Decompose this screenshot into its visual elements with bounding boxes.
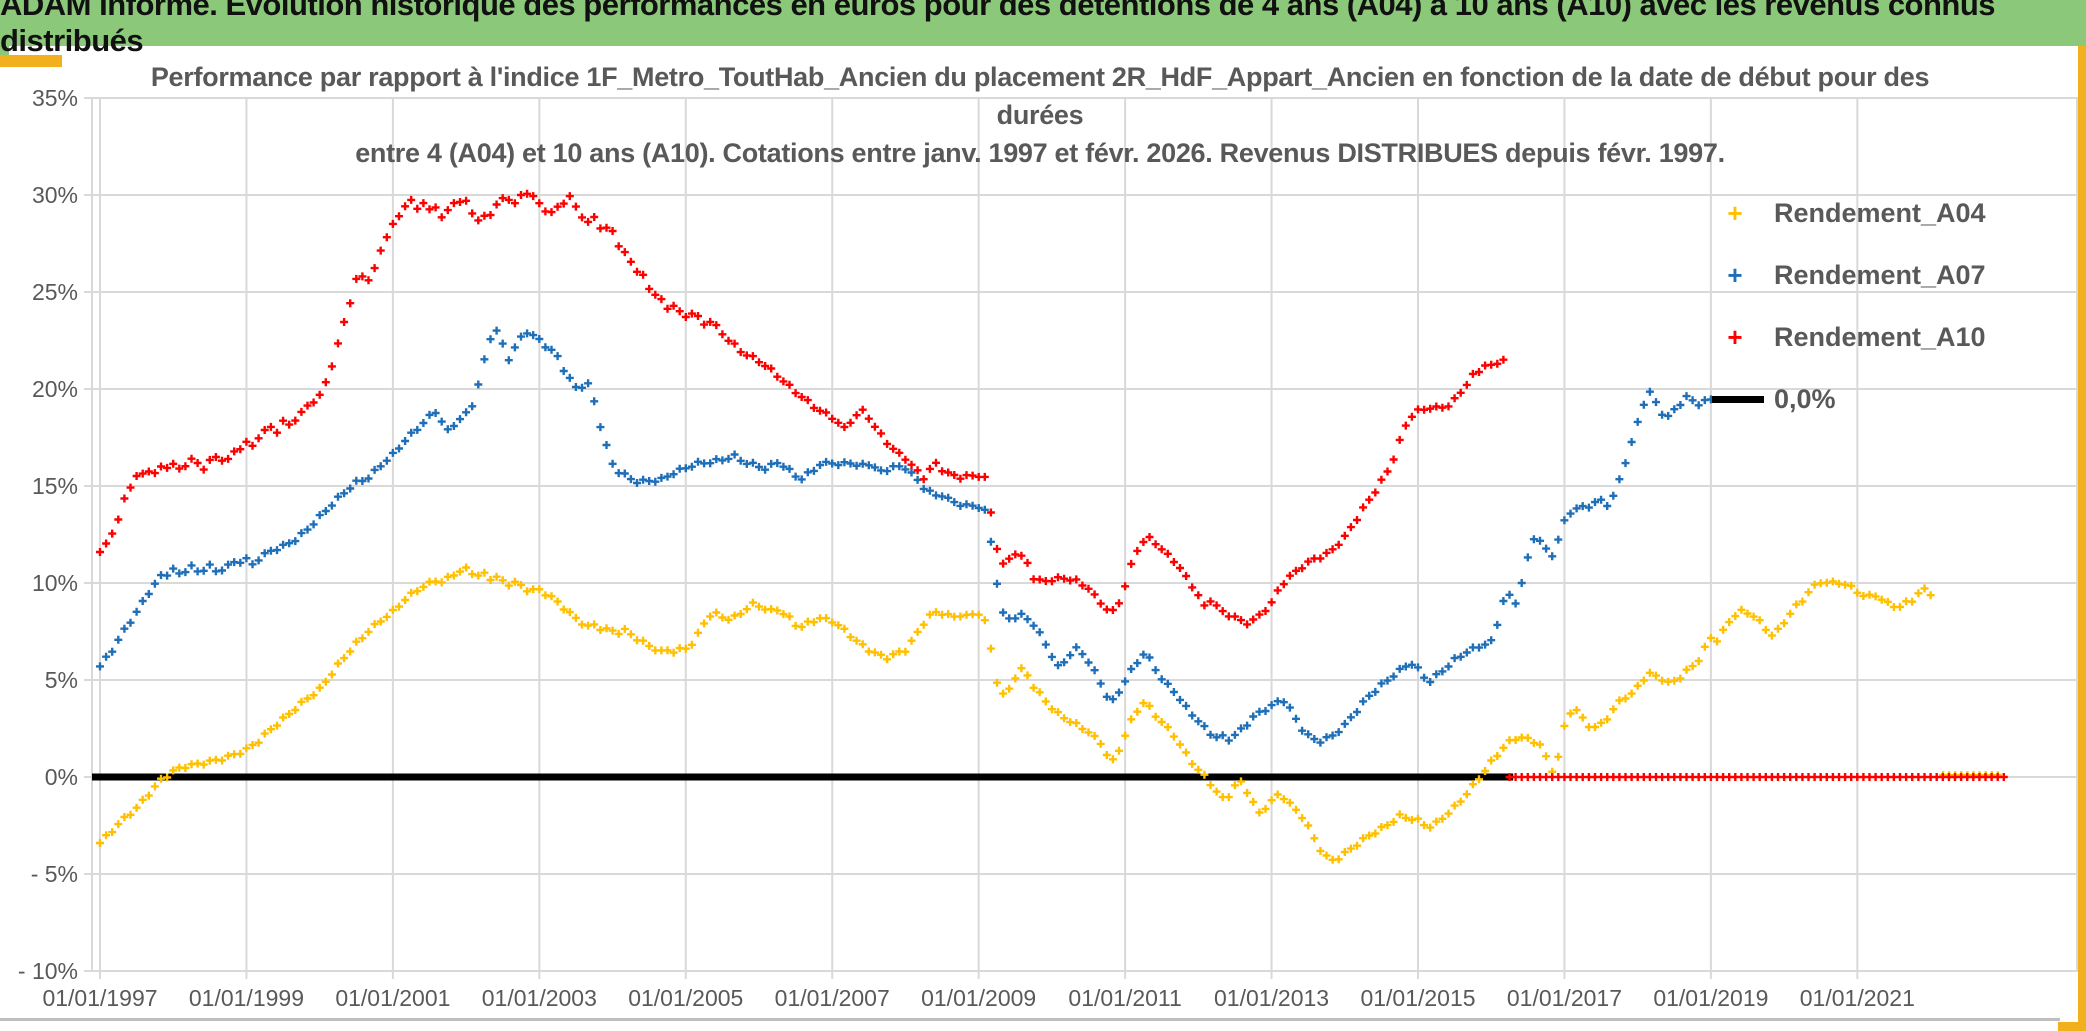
chart-title-line3: entre 4 (A04) et 10 ans (A10). Cotations… [355,138,1725,168]
legend-item-a10: + Rendement_A10 [1712,306,2042,368]
y-tick-label: 35% [32,85,78,111]
x-tick-label: 01/01/2017 [1507,985,1622,1011]
y-tick-label: 15% [32,473,78,499]
y-tick-label: 25% [32,279,78,305]
plus-marker-icon: + [1727,259,1743,290]
chart-title-line2: durées [996,100,1084,130]
x-tick-label: 01/01/2001 [335,985,450,1011]
y-tick-label: 10% [32,570,78,596]
legend: + Rendement_A04 + Rendement_A07 + Rendem… [1712,182,2042,430]
x-tick-label: 01/01/2015 [1360,985,1475,1011]
y-tick-label: - 10% [18,958,78,984]
y-tick-label: 5% [45,667,78,693]
plus-marker-icon: + [1727,321,1743,352]
bottom-border-line [0,1018,2060,1021]
plus-marker-icon: + [1727,197,1743,228]
x-tick-label: 01/01/2021 [1800,985,1915,1011]
y-tick-label: 20% [32,376,78,402]
x-tick-label: 01/01/2011 [1068,985,1181,1011]
y-tick-label: 30% [32,182,78,208]
x-tick-label: 01/01/2019 [1653,985,1768,1011]
chart-title-line1: Performance par rapport à l'indice 1F_Me… [150,62,1930,92]
legend-label-a10: Rendement_A10 [1774,321,1986,352]
legend-item-a04: + Rendement_A04 [1712,182,2042,244]
legend-label-zero: 0,0% [1774,383,1836,414]
x-tick-label: 01/01/2003 [482,985,597,1011]
x-tick-label: 01/01/1997 [42,985,157,1011]
legend-label-a07: Rendement_A07 [1774,259,1986,290]
legend-item-zero: 0,0% [1712,368,2042,430]
black-line-swatch-icon [1712,395,1764,403]
top-left-gold-tab [0,55,62,67]
x-tick-label: 01/01/2007 [775,985,890,1011]
x-tick-label: 01/01/2005 [628,985,743,1011]
chart-title: Performance par rapport à l'indice 1F_Me… [150,58,1930,172]
series-Rendement_A07 [96,326,1715,747]
series-Rendement_A04 [96,563,1935,864]
x-tick-label: 01/01/2013 [1214,985,1329,1011]
y-tick-label: - 5% [31,861,78,887]
x-tick-label: 01/01/2009 [921,985,1036,1011]
banner-title: ADAM Informe. Evolution historique des p… [0,0,1996,58]
bottom-right-gold-corner [2058,1022,2086,1031]
right-edge-gold-bar [2078,44,2086,1031]
y-tick-label: 0% [45,764,78,790]
x-tick-label: 01/01/1999 [189,985,304,1011]
plot-border [91,97,2078,972]
legend-label-a04: Rendement_A04 [1774,197,1986,228]
left-edge-green-strip [0,44,9,57]
series-Rendement_A10-zero-segment [1505,773,2008,781]
banner: ADAM Informe. Evolution historique des p… [0,0,2086,58]
series-Rendement_A10 [96,189,1508,629]
legend-item-a07: + Rendement_A07 [1712,244,2042,306]
